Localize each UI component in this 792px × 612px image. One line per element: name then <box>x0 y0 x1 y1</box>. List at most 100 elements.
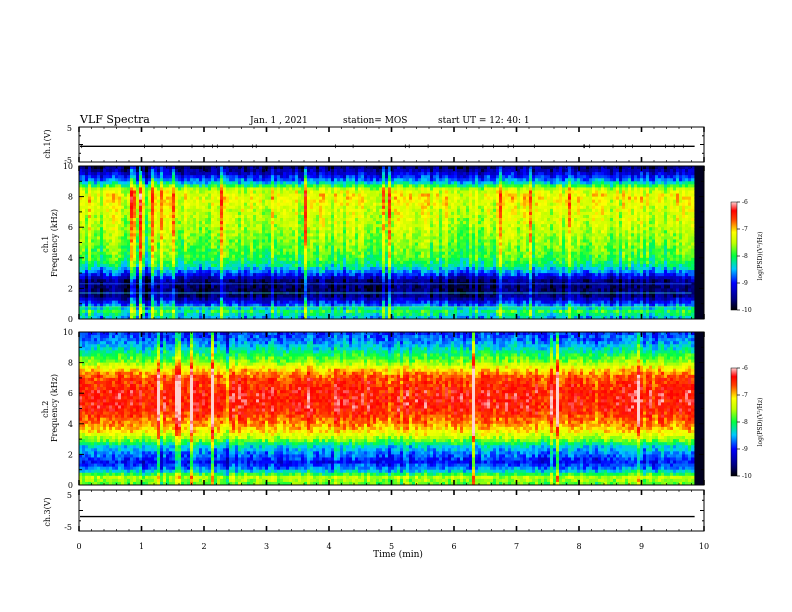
spectrogram-cell <box>124 178 127 181</box>
spectrogram-cell <box>121 203 124 206</box>
spectrogram-cell <box>292 206 295 209</box>
spectrogram-cell <box>214 184 217 187</box>
spectrogram-cell <box>139 267 142 270</box>
spectrogram-cell <box>202 307 205 310</box>
spectrogram-cell <box>103 258 106 261</box>
spectrogram-cell <box>127 175 130 178</box>
spectrogram-cell <box>88 194 91 197</box>
spectrogram-cell <box>169 252 172 255</box>
spectrogram-cell <box>115 295 118 298</box>
spectrogram-cell <box>142 255 145 258</box>
spectrogram-cell <box>343 209 346 212</box>
spectrogram-cell <box>133 181 136 184</box>
spectrogram-cell <box>268 249 271 252</box>
spectrogram-cell <box>205 175 208 178</box>
spectrogram-cell <box>124 246 127 249</box>
spectrogram-cell <box>136 233 139 236</box>
spectrogram-cell <box>253 276 256 279</box>
spectrogram-cell <box>358 288 361 291</box>
spectrogram-cell <box>199 194 202 197</box>
spectrogram-cell <box>184 285 187 288</box>
spectrogram-cell <box>88 166 91 169</box>
spectrogram-cell <box>250 227 253 230</box>
spectrogram-cell <box>196 166 199 169</box>
spectrogram-cell <box>187 218 190 221</box>
spectrogram-cell <box>256 181 259 184</box>
spectrogram-cell <box>217 298 220 301</box>
spectrogram-cell <box>172 178 175 181</box>
spectrogram-cell <box>223 295 226 298</box>
spectrogram-cell <box>295 212 298 215</box>
spectrogram-cell <box>364 276 367 279</box>
spectrogram-cell <box>112 301 115 304</box>
spectrogram-cell <box>169 239 172 242</box>
spectrogram-cell <box>247 236 250 239</box>
spectrogram-cell <box>352 181 355 184</box>
spectrogram-cell <box>169 197 172 200</box>
spectrogram-cell <box>343 184 346 187</box>
spectrogram-cell <box>319 258 322 261</box>
spectrogram-cell <box>136 221 139 224</box>
spectrogram-cell <box>337 178 340 181</box>
spectrogram-cell <box>211 246 214 249</box>
spectrogram-cell <box>130 255 133 258</box>
spectrogram-cell <box>103 298 106 301</box>
spectrogram-cell <box>103 239 106 242</box>
spectrogram-cell <box>334 298 337 301</box>
spectrogram-cell <box>82 279 85 282</box>
spectrogram-cell <box>91 197 94 200</box>
spectrogram-cell <box>133 276 136 279</box>
spectrogram-cell <box>139 203 142 206</box>
spectrogram-cell <box>118 190 121 193</box>
spectrogram-cell <box>82 310 85 313</box>
spectrogram-cell <box>247 295 250 298</box>
spectrogram-cell <box>148 264 151 267</box>
spectrogram-cell <box>160 190 163 193</box>
spectrogram-cell <box>112 200 115 203</box>
spectrogram-cell <box>268 178 271 181</box>
spectrogram-cell <box>148 310 151 313</box>
spectrogram-cell <box>337 209 340 212</box>
spectrogram-cell <box>226 255 229 258</box>
spectrogram-cell <box>91 218 94 221</box>
spectrogram-cell <box>169 301 172 304</box>
spectrogram-cell <box>148 181 151 184</box>
spectrogram-cell <box>301 295 304 298</box>
spectrogram-cell <box>289 258 292 261</box>
spectrogram-cell <box>100 209 103 212</box>
spectrogram-cell <box>292 264 295 267</box>
spectrogram-cell <box>298 313 301 316</box>
spectrogram-cell <box>292 215 295 218</box>
spectrogram-cell <box>232 172 235 175</box>
spectrogram-cell <box>190 215 193 218</box>
spectrogram-cell <box>298 246 301 249</box>
spectrogram-cell <box>223 288 226 291</box>
spectrogram-cell <box>274 252 277 255</box>
spectrogram-cell <box>166 194 169 197</box>
spectrogram-cell <box>328 209 331 212</box>
spectrogram-cell <box>358 243 361 246</box>
spectrogram-cell <box>235 285 238 288</box>
spectrogram-cell <box>367 215 370 218</box>
spectrogram-cell <box>244 313 247 316</box>
spectrogram-cell <box>229 276 232 279</box>
spectrogram-cell <box>307 249 310 252</box>
spectrogram-cell <box>223 212 226 215</box>
spectrogram-cell <box>223 252 226 255</box>
spectrogram-cell <box>238 307 241 310</box>
spectrogram-cell <box>364 209 367 212</box>
spectrogram-cell <box>331 200 334 203</box>
spectrogram-cell <box>325 178 328 181</box>
spectrogram-cell <box>223 218 226 221</box>
spectrogram-cell <box>85 209 88 212</box>
spectrogram-cell <box>229 190 232 193</box>
spectrogram-cell <box>247 203 250 206</box>
spectrogram-cell <box>109 209 112 212</box>
spectrogram-cell <box>193 273 196 276</box>
spectrogram-cell <box>148 212 151 215</box>
spectrogram-cell <box>187 221 190 224</box>
spectrogram-cell <box>277 267 280 270</box>
spectrogram-cell <box>148 178 151 181</box>
spectrogram-cell <box>133 224 136 227</box>
spectrogram-cell <box>223 206 226 209</box>
